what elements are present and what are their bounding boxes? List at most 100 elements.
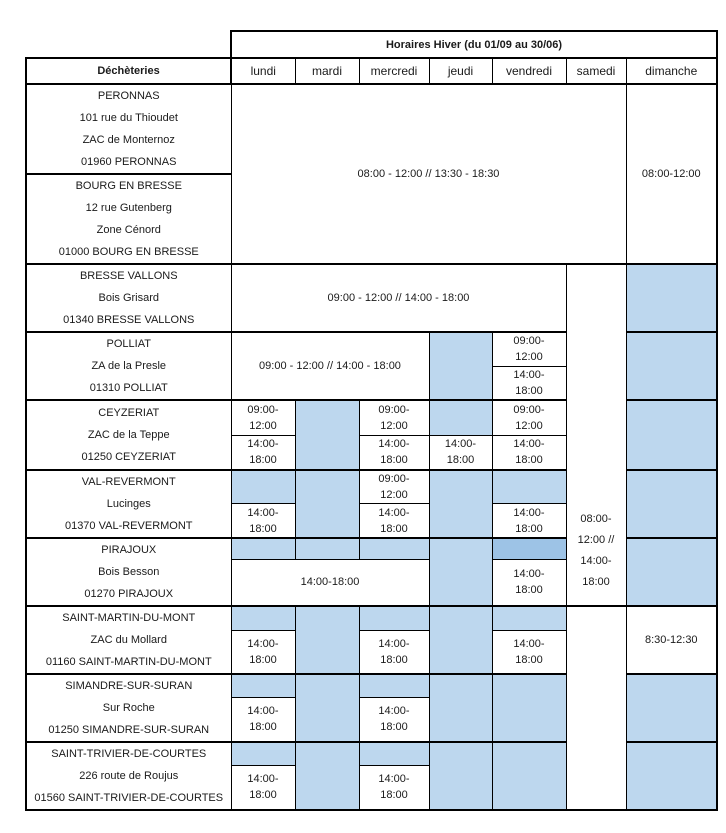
ceyzeriat-vendredi-am: 09:00- 12:00 <box>491 399 567 436</box>
closed-ceyzeriat-mardi <box>294 399 360 471</box>
samedi-group-empty <box>565 605 627 811</box>
site-line: SAINT-TRIVIER-DE-COURTES <box>51 748 207 760</box>
closed-val-revermont-jeudi <box>428 469 493 539</box>
ceyzeriat-mercredi-pm: 14:00- 18:00 <box>358 434 430 471</box>
closed-saint-trivier-mardi <box>294 741 360 811</box>
val-revermont-mercredi-am: 09:00- 12:00 <box>358 469 430 505</box>
site-line: BOURG EN BRESSE <box>75 180 182 192</box>
site-line: Bois Grisard <box>98 292 160 304</box>
closed-pirajoux-lundi-am <box>230 536 296 560</box>
day-header-lundi: lundi <box>230 57 296 85</box>
closed-saint-trivier-dimanche <box>625 741 719 811</box>
closed-simandre-vendredi <box>491 673 567 743</box>
site-line: Lucinges <box>106 498 151 510</box>
site-line: ZAC de la Teppe <box>87 429 170 441</box>
ceyzeriat-lundi-pm: 14:00- 18:00 <box>230 434 296 471</box>
closed-saint-martin-jeudi <box>428 605 493 675</box>
closed-ceyzeriat-dimanche <box>625 399 719 471</box>
val-revermont-vendredi-pm: 14:00- 18:00 <box>491 503 567 539</box>
pirajoux-lundi-mercredi-pm: 14:00-18:00 <box>230 558 430 607</box>
site-line: PIRAJOUX <box>101 544 157 556</box>
closed-saint-trivier-jeudi <box>428 741 493 811</box>
peronnas-bourg-dimanche-hours: 08:00-12:00 <box>625 83 719 265</box>
closed-simandre-dimanche <box>625 673 719 743</box>
site-line: 01000 BOURG EN BRESSE <box>58 246 199 258</box>
day-header-dimanche: dimanche <box>625 57 719 85</box>
saint-trivier-mercredi-pm: 14:00- 18:00 <box>358 764 430 811</box>
site-peronnas: PERONNAS 101 rue du Thioudet ZAC de Mont… <box>25 83 232 175</box>
site-line: VAL-REVERMONT <box>81 476 176 488</box>
site-line: 01370 VAL-REVERMONT <box>64 520 193 532</box>
site-pirajoux: PIRAJOUX Bois Besson 01270 PIRAJOUX <box>25 537 232 607</box>
site-polliat: POLLIAT ZA de la Presle 01310 POLLIAT <box>25 331 232 401</box>
site-line: BRESSE VALLONS <box>79 270 178 282</box>
ceyzeriat-vendredi-pm: 14:00- 18:00 <box>491 434 567 471</box>
saint-martin-dimanche-hours: 8:30-12:30 <box>625 605 719 675</box>
closed-pirajoux-jeudi <box>428 537 493 607</box>
closed-saint-trivier-mercredi-am <box>358 741 430 766</box>
empty-corner <box>26 31 231 58</box>
day-header-mardi: mardi <box>294 57 360 85</box>
column-header-dechetteries: Déchèteries <box>25 57 232 85</box>
site-line: 01960 PERONNAS <box>81 156 177 168</box>
val-revermont-lundi-pm: 14:00- 18:00 <box>230 503 296 539</box>
pirajoux-vendredi-pm: 14:00- 18:00 <box>491 558 567 607</box>
site-line: Zone Cénord <box>96 224 161 236</box>
bresse-vallons-week-hours: 09:00 - 12:00 // 14:00 - 18:00 <box>230 263 567 333</box>
closed-pirajoux-mardi-am <box>294 536 360 560</box>
polliat-week-hours: 09:00 - 12:00 // 14:00 - 18:00 <box>230 331 430 401</box>
closed-pirajoux-vendredi-am <box>491 536 567 560</box>
closed-pirajoux-dimanche <box>625 537 719 607</box>
site-line: 01310 POLLIAT <box>89 382 168 394</box>
day-header-samedi: samedi <box>565 57 627 85</box>
ceyzeriat-mercredi-am: 09:00- 12:00 <box>358 399 430 436</box>
site-line: 01250 SIMANDRE-SUR-SURAN <box>48 724 210 736</box>
winter-hours-table: Horaires Hiver (du 01/09 au 30/06) Déchè… <box>25 30 719 811</box>
saint-martin-mercredi-pm: 14:00- 18:00 <box>358 630 430 675</box>
closed-simandre-lundi-am <box>230 673 296 698</box>
closed-val-revermont-mardi <box>294 469 360 539</box>
site-line: Sur Roche <box>102 702 155 714</box>
site-line: 01340 BRESSE VALLONS <box>63 314 195 326</box>
saint-trivier-lundi-pm: 14:00- 18:00 <box>230 764 296 811</box>
simandre-lundi-pm: 14:00- 18:00 <box>230 696 296 743</box>
closed-saint-martin-mardi <box>294 605 360 675</box>
closed-val-revermont-vendredi-am <box>491 469 567 505</box>
closed-saint-trivier-vendredi <box>491 741 567 811</box>
ceyzeriat-jeudi-pm: 14:00- 18:00 <box>428 434 493 471</box>
closed-simandre-mercredi-am <box>358 673 430 698</box>
saint-martin-lundi-pm: 14:00- 18:00 <box>230 630 296 675</box>
site-val-revermont: VAL-REVERMONT Lucinges 01370 VAL-REVERMO… <box>25 469 232 539</box>
closed-bresse-vallons-dimanche <box>625 263 719 333</box>
site-line: 101 rue du Thioudet <box>79 112 178 124</box>
day-header-mercredi: mercredi <box>358 57 430 85</box>
site-line: 01250 CEYZERIAT <box>81 451 177 463</box>
site-line: CEYZERIAT <box>98 407 160 419</box>
closed-polliat-jeudi <box>428 331 493 401</box>
closed-simandre-mardi <box>294 673 360 743</box>
site-line: Bois Besson <box>98 566 160 578</box>
samedi-group-hours: 08:00- 12:00 // 14:00- 18:00 <box>565 263 627 607</box>
closed-simandre-jeudi <box>428 673 493 743</box>
closed-saint-trivier-lundi-am <box>230 741 296 766</box>
simandre-mercredi-pm: 14:00- 18:00 <box>358 696 430 743</box>
closed-val-revermont-dimanche <box>625 469 719 539</box>
peronnas-bourg-week-hours: 08:00 - 12:00 // 13:30 - 18:30 <box>230 83 627 265</box>
saint-martin-vendredi-pm: 14:00- 18:00 <box>491 630 567 675</box>
closed-polliat-dimanche <box>625 331 719 401</box>
site-line: 01560 SAINT-TRIVIER-DE-COURTES <box>34 792 224 804</box>
day-header-jeudi: jeudi <box>428 57 493 85</box>
closed-val-revermont-lundi-am <box>230 469 296 505</box>
site-line: 12 rue Gutenberg <box>85 202 172 214</box>
site-line: ZAC de Monternoz <box>82 134 175 146</box>
polliat-vendredi-pm: 14:00- 18:00 <box>491 365 567 401</box>
site-line: PERONNAS <box>97 90 160 102</box>
polliat-vendredi-am: 09:00- 12:00 <box>491 331 567 367</box>
site-line: 01160 SAINT-MARTIN-DU-MONT <box>45 656 212 668</box>
ceyzeriat-lundi-am: 09:00- 12:00 <box>230 399 296 436</box>
site-line: 01270 PIRAJOUX <box>84 588 174 600</box>
closed-pirajoux-mercredi-am <box>358 536 430 560</box>
site-line: ZA de la Presle <box>91 360 167 372</box>
closed-saint-martin-mercredi-am <box>358 605 430 632</box>
closed-ceyzeriat-jeudi-am <box>428 399 493 436</box>
